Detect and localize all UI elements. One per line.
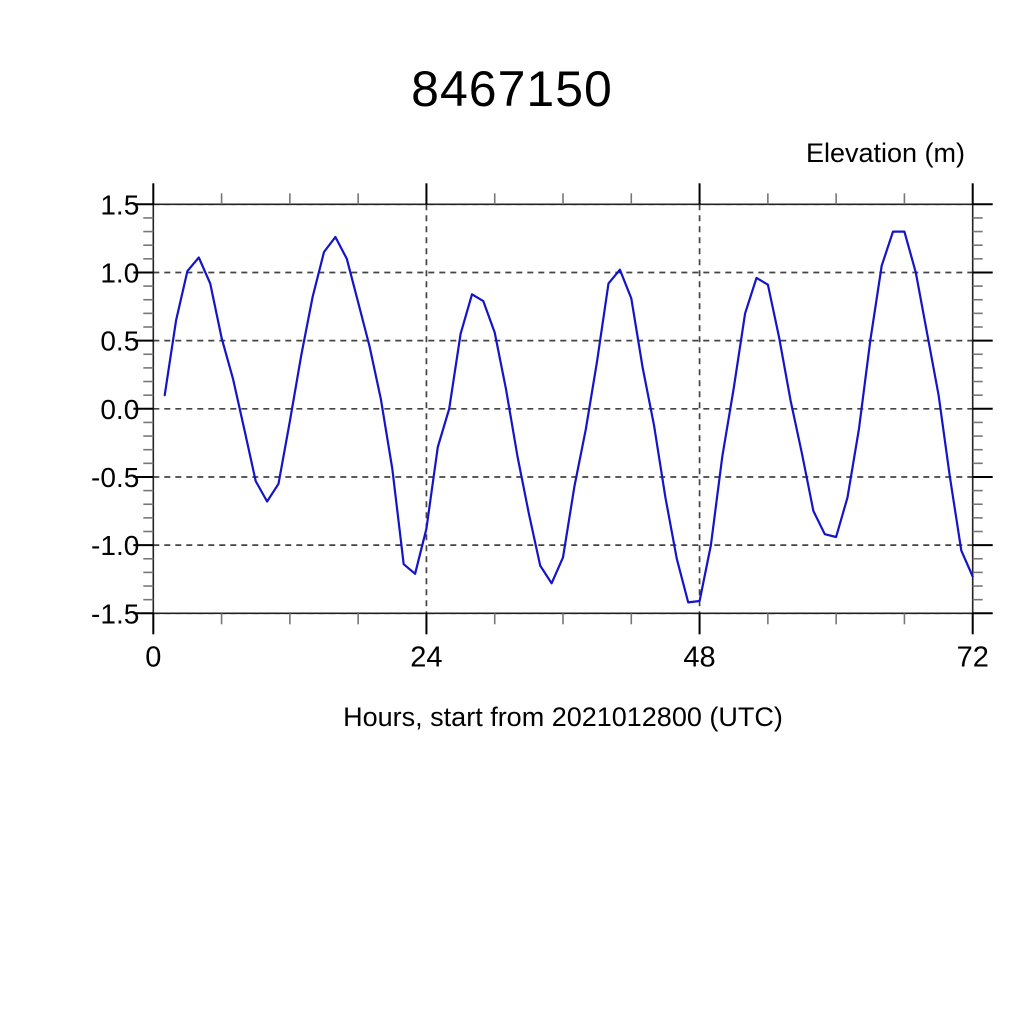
y-tick-label: -1.0 bbox=[91, 530, 139, 561]
chart-title: 8467150 bbox=[411, 61, 613, 117]
y-tick-label: 0.0 bbox=[100, 394, 139, 425]
y-tick-label: -1.5 bbox=[91, 598, 139, 629]
tide-curve bbox=[163, 230, 974, 604]
x-axis-title: Hours, start from 2021012800 (UTC) bbox=[0, 702, 1024, 733]
x-tick-label: 72 bbox=[957, 641, 989, 673]
x-tick-label: 24 bbox=[410, 641, 442, 673]
x-tick-label: 0 bbox=[145, 641, 161, 673]
y-tick-label: 1.5 bbox=[100, 189, 139, 220]
y-tick-label: 1.0 bbox=[100, 257, 139, 288]
y-axis-title: Elevation (m) bbox=[805, 138, 965, 168]
y-tick-label: -0.5 bbox=[91, 462, 139, 493]
y-tick-label: 0.5 bbox=[100, 326, 139, 357]
x-tick-label: 48 bbox=[683, 641, 715, 673]
x-axis-title-text: Hours, start from 2021012800 (UTC) bbox=[343, 702, 783, 732]
